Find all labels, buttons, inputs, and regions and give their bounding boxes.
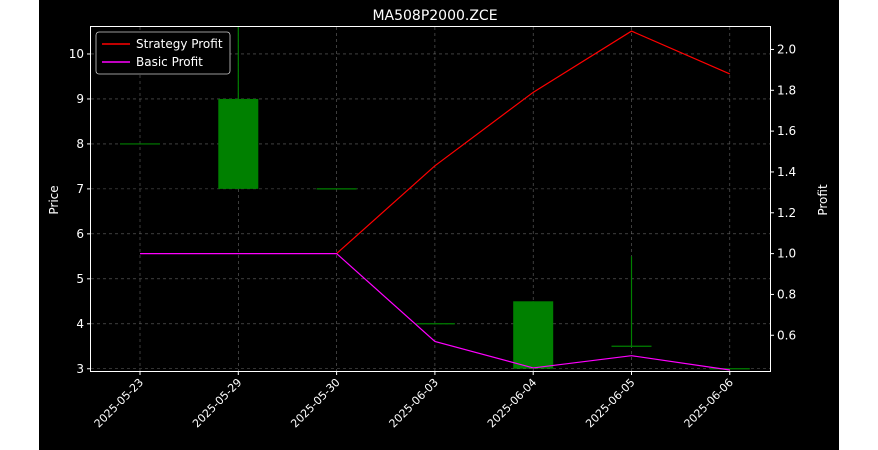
legend: Strategy Profit Basic Profit (95, 31, 231, 75)
line-layer (140, 30, 731, 371)
chart-title: MA508P2000.ZCE (372, 8, 497, 24)
y-tick-label: 3 (76, 362, 84, 376)
grid-layer (91, 27, 770, 371)
candle-layer (120, 27, 750, 370)
candle-body (218, 98, 259, 189)
legend-box (95, 31, 231, 75)
y2-tick-label: 0.8 (777, 287, 796, 301)
y-tick-label: 8 (76, 137, 84, 151)
candle-body (513, 301, 554, 369)
y-tick-label: 5 (76, 272, 84, 286)
plot-frame (90, 26, 771, 372)
chart-figure: MA508P2000.ZCE 2025-05-23 2025-05-29 2025-… (39, 0, 839, 450)
y-axis-label: Price (47, 185, 61, 214)
y2-axis-label: Profit (816, 184, 830, 216)
y-axis-left: 3 4 5 6 7 8 9 10 (69, 47, 91, 376)
legend-label-strategy-profit: Strategy Profit (136, 37, 223, 51)
y-tick-label: 10 (69, 47, 84, 61)
y-tick-label: 6 (76, 227, 84, 241)
y2-tick-label: 1.4 (777, 165, 796, 179)
y2-tick-label: 1.0 (777, 247, 796, 261)
series-line-strategy-profit (336, 30, 731, 255)
y2-tick-label: 1.6 (777, 124, 796, 138)
legend-label-basic-profit: Basic Profit (136, 55, 203, 69)
y-tick-label: 7 (76, 182, 84, 196)
y-tick-label: 4 (76, 317, 84, 331)
series-line-basic-profit (140, 253, 730, 371)
y2-tick-label: 2.0 (777, 42, 796, 56)
chart-svg: MA508P2000.ZCE 2025-05-23 2025-05-29 2025-… (39, 0, 839, 450)
chart-background (39, 0, 839, 450)
y2-tick-label: 0.6 (777, 328, 796, 342)
y2-tick-label: 1.8 (777, 83, 796, 97)
y2-tick-label: 1.2 (777, 206, 796, 220)
y-axis-right: 0.6 0.8 1.0 1.2 1.4 1.6 1.8 2.0 (770, 42, 796, 342)
y-tick-label: 9 (76, 92, 84, 106)
